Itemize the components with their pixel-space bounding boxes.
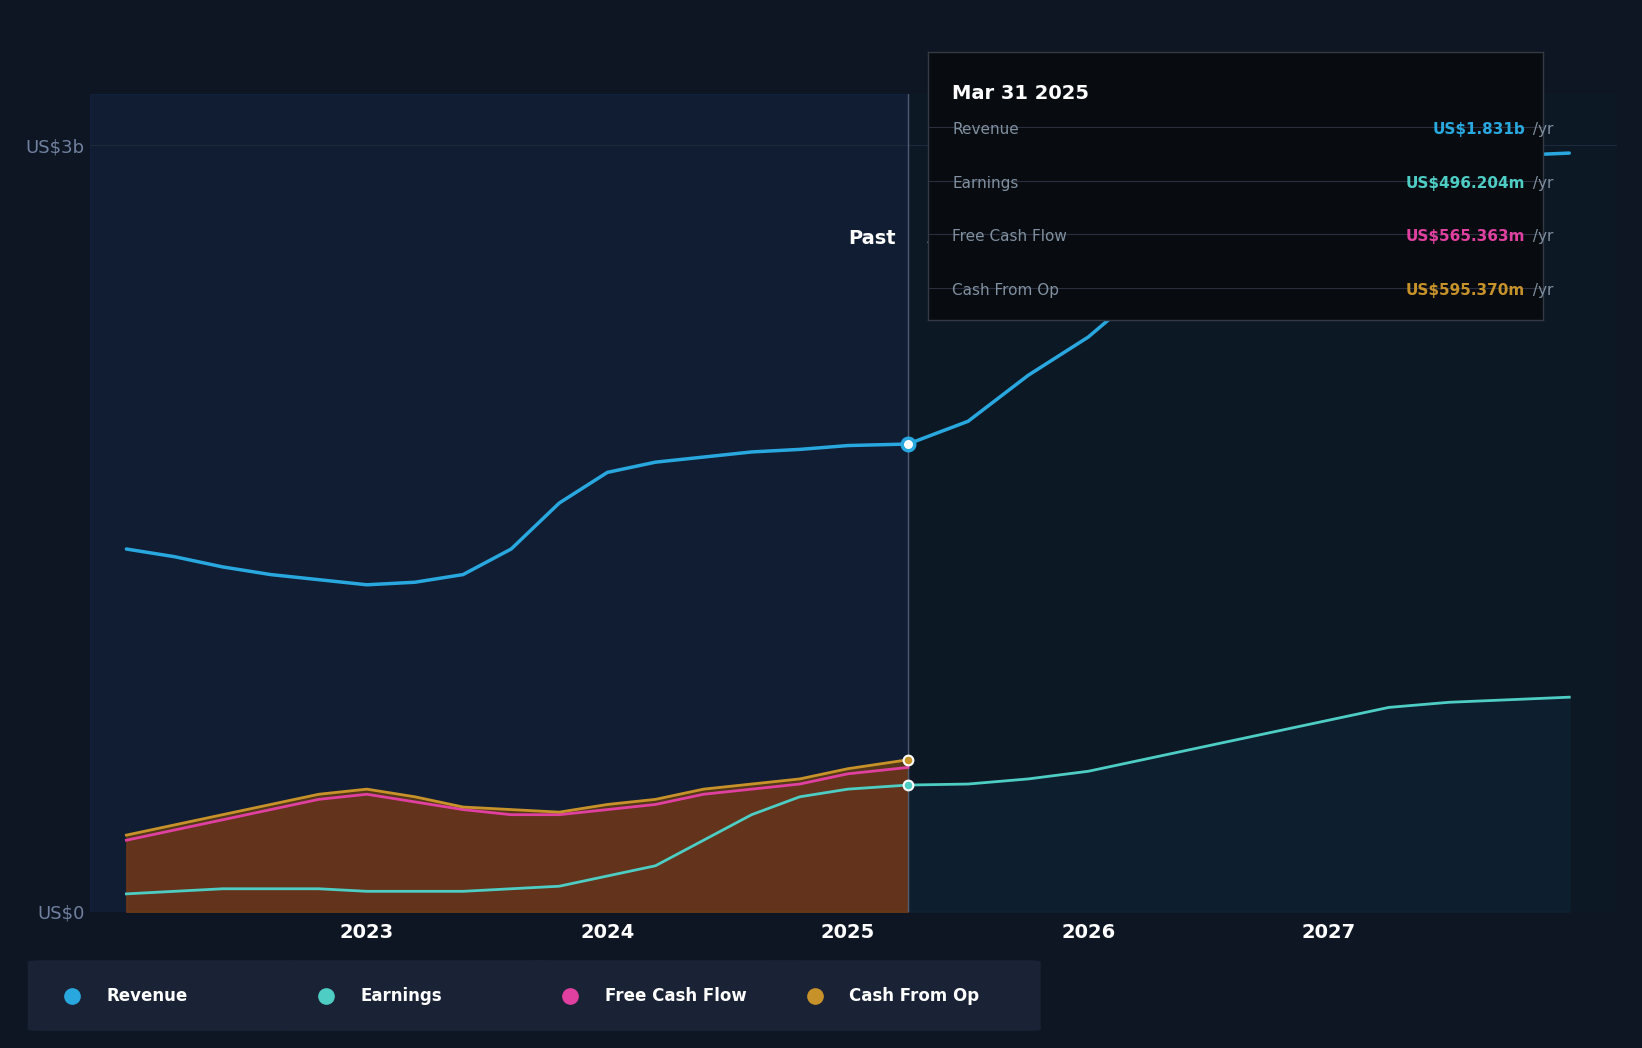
Text: Cash From Op: Cash From Op: [952, 283, 1059, 298]
Bar: [90, 94, 908, 912]
FancyBboxPatch shape: [282, 960, 552, 1031]
Text: Earnings: Earnings: [952, 176, 1018, 191]
Text: /yr: /yr: [1529, 123, 1553, 137]
Text: /yr: /yr: [1529, 283, 1553, 298]
Text: /yr: /yr: [1529, 230, 1553, 244]
FancyBboxPatch shape: [527, 960, 796, 1031]
Text: Revenue: Revenue: [107, 986, 187, 1005]
FancyBboxPatch shape: [772, 960, 1041, 1031]
Text: Cash From Op: Cash From Op: [849, 986, 979, 1005]
Text: /yr: /yr: [1529, 176, 1553, 191]
Bar: [908, 94, 1617, 912]
Text: US$565.363m: US$565.363m: [1406, 230, 1525, 244]
Text: Past: Past: [849, 230, 897, 248]
Text: US$496.204m: US$496.204m: [1406, 176, 1525, 191]
FancyBboxPatch shape: [28, 960, 297, 1031]
Text: Earnings: Earnings: [361, 986, 442, 1005]
Text: Analysts Forecasts: Analysts Forecasts: [928, 230, 1095, 247]
Text: US$1.831b: US$1.831b: [1432, 123, 1525, 137]
Text: Revenue: Revenue: [952, 123, 1020, 137]
Text: Free Cash Flow: Free Cash Flow: [952, 230, 1067, 244]
Text: US$595.370m: US$595.370m: [1406, 283, 1525, 298]
Text: Free Cash Flow: Free Cash Flow: [604, 986, 747, 1005]
Text: Mar 31 2025: Mar 31 2025: [952, 85, 1089, 104]
